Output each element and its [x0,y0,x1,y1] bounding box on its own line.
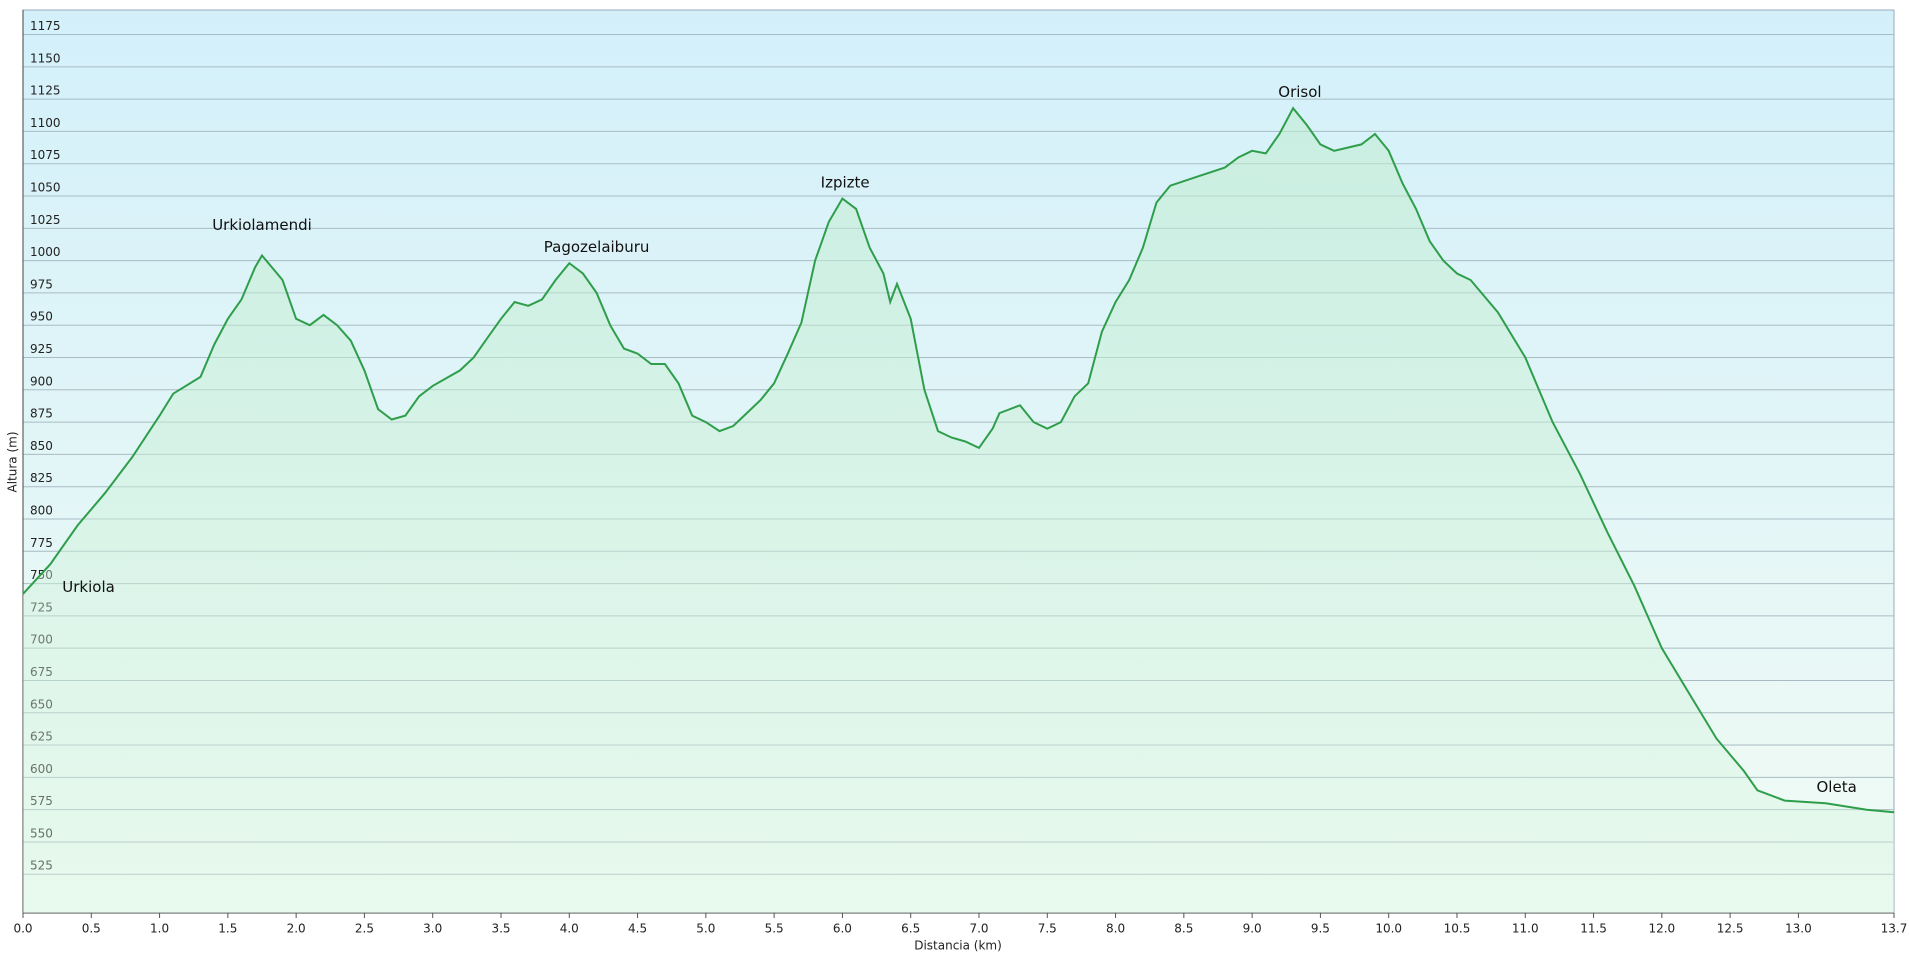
y-tick-label: 1075 [30,148,61,162]
x-tick-label: 9.0 [1243,922,1262,936]
x-tick-label: 6.0 [833,922,852,936]
area-fill [23,108,1894,913]
y-axis-label: Altura (m) [6,431,20,492]
y-tick-label: 1000 [30,245,61,259]
y-tick-label: 1175 [30,19,61,33]
x-tick-label: 13.7 [1881,922,1908,936]
x-tick-label: 6.5 [901,922,920,936]
y-tick-label: 1100 [30,116,61,130]
x-tick-label: 9.5 [1311,922,1330,936]
annotation: Orisol [1278,83,1321,101]
x-tick-label: 1.5 [218,922,237,936]
x-tick-label: 2.5 [355,922,374,936]
x-tick-label: 12.0 [1648,922,1675,936]
x-tick-label: 13.0 [1785,922,1812,936]
annotation: Izpizte [821,174,870,192]
x-tick-label: 10.0 [1375,922,1402,936]
y-tick-label: 875 [30,407,53,421]
x-tick-label: 10.5 [1444,922,1471,936]
x-tick-label: 7.0 [969,922,988,936]
y-tick-label: 950 [30,310,53,324]
x-tick-label: 5.5 [765,922,784,936]
x-tick-label: 0.5 [82,922,101,936]
x-tick-label: 4.0 [560,922,579,936]
x-tick-label: 2.0 [287,922,306,936]
y-tick-label: 925 [30,342,53,356]
y-tick-label: 900 [30,374,53,388]
x-tick-label: 11.0 [1512,922,1539,936]
x-tick-label: 8.5 [1174,922,1193,936]
y-tick-label: 775 [30,536,53,550]
x-tick-label: 5.0 [696,922,715,936]
y-tick-label: 975 [30,277,53,291]
y-tick-label: 1150 [30,51,61,65]
y-tick-label: 1125 [30,84,61,98]
x-tick-label: 7.5 [1038,922,1057,936]
x-tick-label: 11.5 [1580,922,1607,936]
x-tick-label: 12.5 [1717,922,1744,936]
elevation-line [22,106,1895,814]
y-tick-label: 1025 [30,213,61,227]
annotation: Urkiola [62,578,115,596]
y-tick-label: 850 [30,439,53,453]
annotation: Pagozelaiburu [544,238,650,256]
x-tick-label: 0.0 [13,922,32,936]
x-tick-label: 1.0 [150,922,169,936]
annotation: Urkiolamendi [212,216,312,234]
y-tick-label: 1050 [30,181,61,195]
x-tick-label: 4.5 [628,922,647,936]
y-tick-label: 800 [30,503,53,517]
x-tick-label: 3.0 [423,922,442,936]
x-axis-label: Distancia (km) [914,939,1002,953]
x-tick-label: 3.5 [491,922,510,936]
annotation: Oleta [1817,778,1857,796]
x-tick-label: 8.0 [1106,922,1125,936]
y-tick-label: 825 [30,471,53,485]
